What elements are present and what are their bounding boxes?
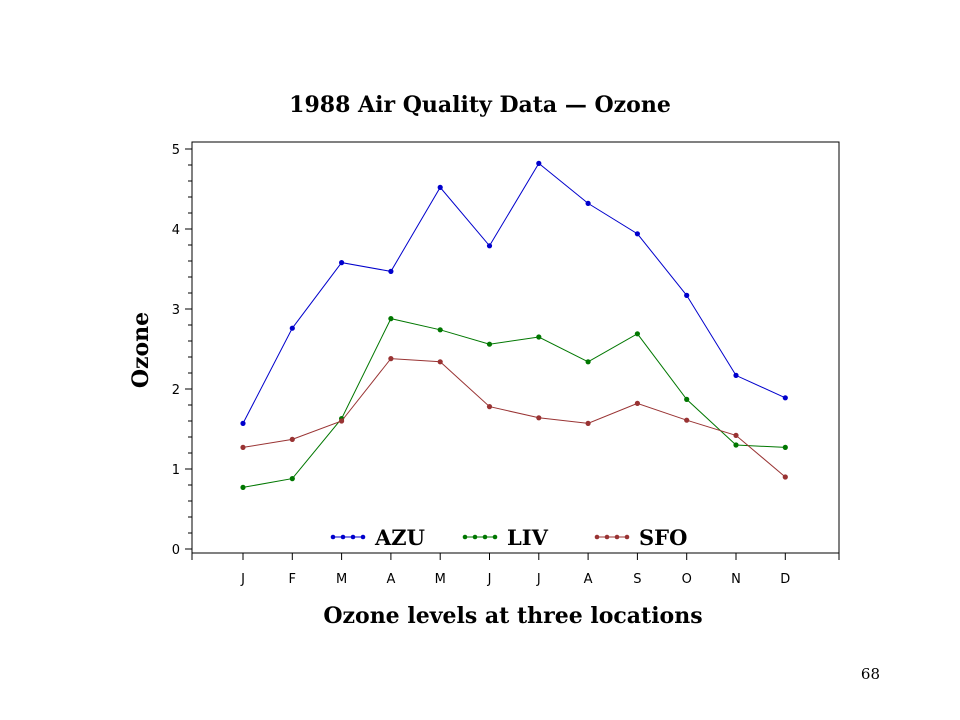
data-point <box>634 400 641 406</box>
series-sfo <box>240 356 788 480</box>
data-point <box>782 444 788 450</box>
y-axis: 0 1 2 3 4 5 <box>172 143 192 558</box>
data-point <box>585 359 591 365</box>
data-point <box>339 418 345 424</box>
data-point <box>536 334 542 340</box>
data-point <box>486 404 493 410</box>
data-point <box>437 359 443 365</box>
data-point <box>733 432 739 438</box>
data-point <box>733 442 739 448</box>
data-point <box>289 325 295 331</box>
series-line <box>242 358 786 478</box>
data-point <box>339 260 345 266</box>
y-tick-label: 5 <box>172 143 180 158</box>
data-point <box>240 484 246 490</box>
data-point <box>684 396 690 402</box>
plot-frame <box>191 141 840 554</box>
legend-swatch-dot <box>462 534 468 540</box>
legend-swatch-dot <box>472 534 478 540</box>
x-tick-label: S <box>633 572 641 587</box>
data-point <box>289 436 295 442</box>
legend-swatch-dot <box>350 534 356 540</box>
series-layer <box>240 160 788 490</box>
y-tick-label: 3 <box>172 303 180 318</box>
legend-swatch-dot <box>330 534 336 540</box>
x-tick-label: J <box>536 572 541 587</box>
legend-swatch-dot <box>492 534 498 540</box>
x-tick-label: M <box>435 572 446 587</box>
data-point <box>684 292 690 298</box>
legend-swatch-dot <box>624 534 630 540</box>
data-point <box>486 243 493 249</box>
x-axis-label: Ozone levels at three locations <box>323 603 702 629</box>
y-tick-label: 1 <box>172 463 180 478</box>
legend-label: LIV <box>507 525 549 550</box>
legend-item-azu: AZU <box>330 525 425 550</box>
page-number: 68 <box>860 665 880 683</box>
legend-swatch-dot <box>340 534 346 540</box>
series-line <box>242 162 786 424</box>
data-point <box>536 160 542 166</box>
legend-swatch-dot <box>614 534 620 540</box>
x-tick-label: M <box>336 572 347 587</box>
legend-swatch-dot <box>360 534 366 540</box>
legend-item-liv: LIV <box>462 525 549 550</box>
x-tick-label: D <box>780 572 790 587</box>
data-point <box>437 184 443 190</box>
x-tick-label: O <box>682 572 692 587</box>
data-point <box>634 231 641 237</box>
x-tick-label: N <box>731 572 741 587</box>
legend: AZU LIV SFO <box>330 525 687 550</box>
data-point <box>585 200 591 206</box>
data-point <box>388 316 394 322</box>
data-point <box>486 341 493 347</box>
chart-title: 1988 Air Quality Data — Ozone <box>289 92 671 118</box>
data-point <box>437 327 443 333</box>
y-axis-label: Ozone <box>128 312 154 388</box>
legend-label: SFO <box>639 525 687 550</box>
x-tick-label: F <box>289 572 296 587</box>
data-point <box>536 415 542 421</box>
data-point <box>684 417 690 423</box>
legend-label: AZU <box>374 525 425 550</box>
data-point <box>782 474 788 480</box>
data-point <box>240 444 246 450</box>
data-point <box>289 476 295 482</box>
y-tick-label: 4 <box>172 223 180 238</box>
data-point <box>782 395 788 401</box>
data-point <box>634 331 641 337</box>
legend-swatch-dot <box>604 534 610 540</box>
x-tick-label: J <box>487 572 492 587</box>
legend-item-sfo: SFO <box>594 525 687 550</box>
x-tick-label: A <box>386 572 395 587</box>
data-point <box>733 372 739 378</box>
series-azu <box>240 160 788 426</box>
x-tick-label: J <box>240 572 245 587</box>
data-point <box>388 356 394 362</box>
data-point <box>240 420 246 426</box>
series-liv <box>240 316 788 490</box>
x-tick-label: A <box>584 572 593 587</box>
legend-swatch-dot <box>482 534 488 540</box>
legend-swatch-dot <box>594 534 600 540</box>
y-tick-label: 0 <box>172 543 180 558</box>
y-tick-label: 2 <box>172 383 180 398</box>
series-line <box>242 318 786 488</box>
data-point <box>585 420 591 426</box>
data-point <box>388 268 394 274</box>
